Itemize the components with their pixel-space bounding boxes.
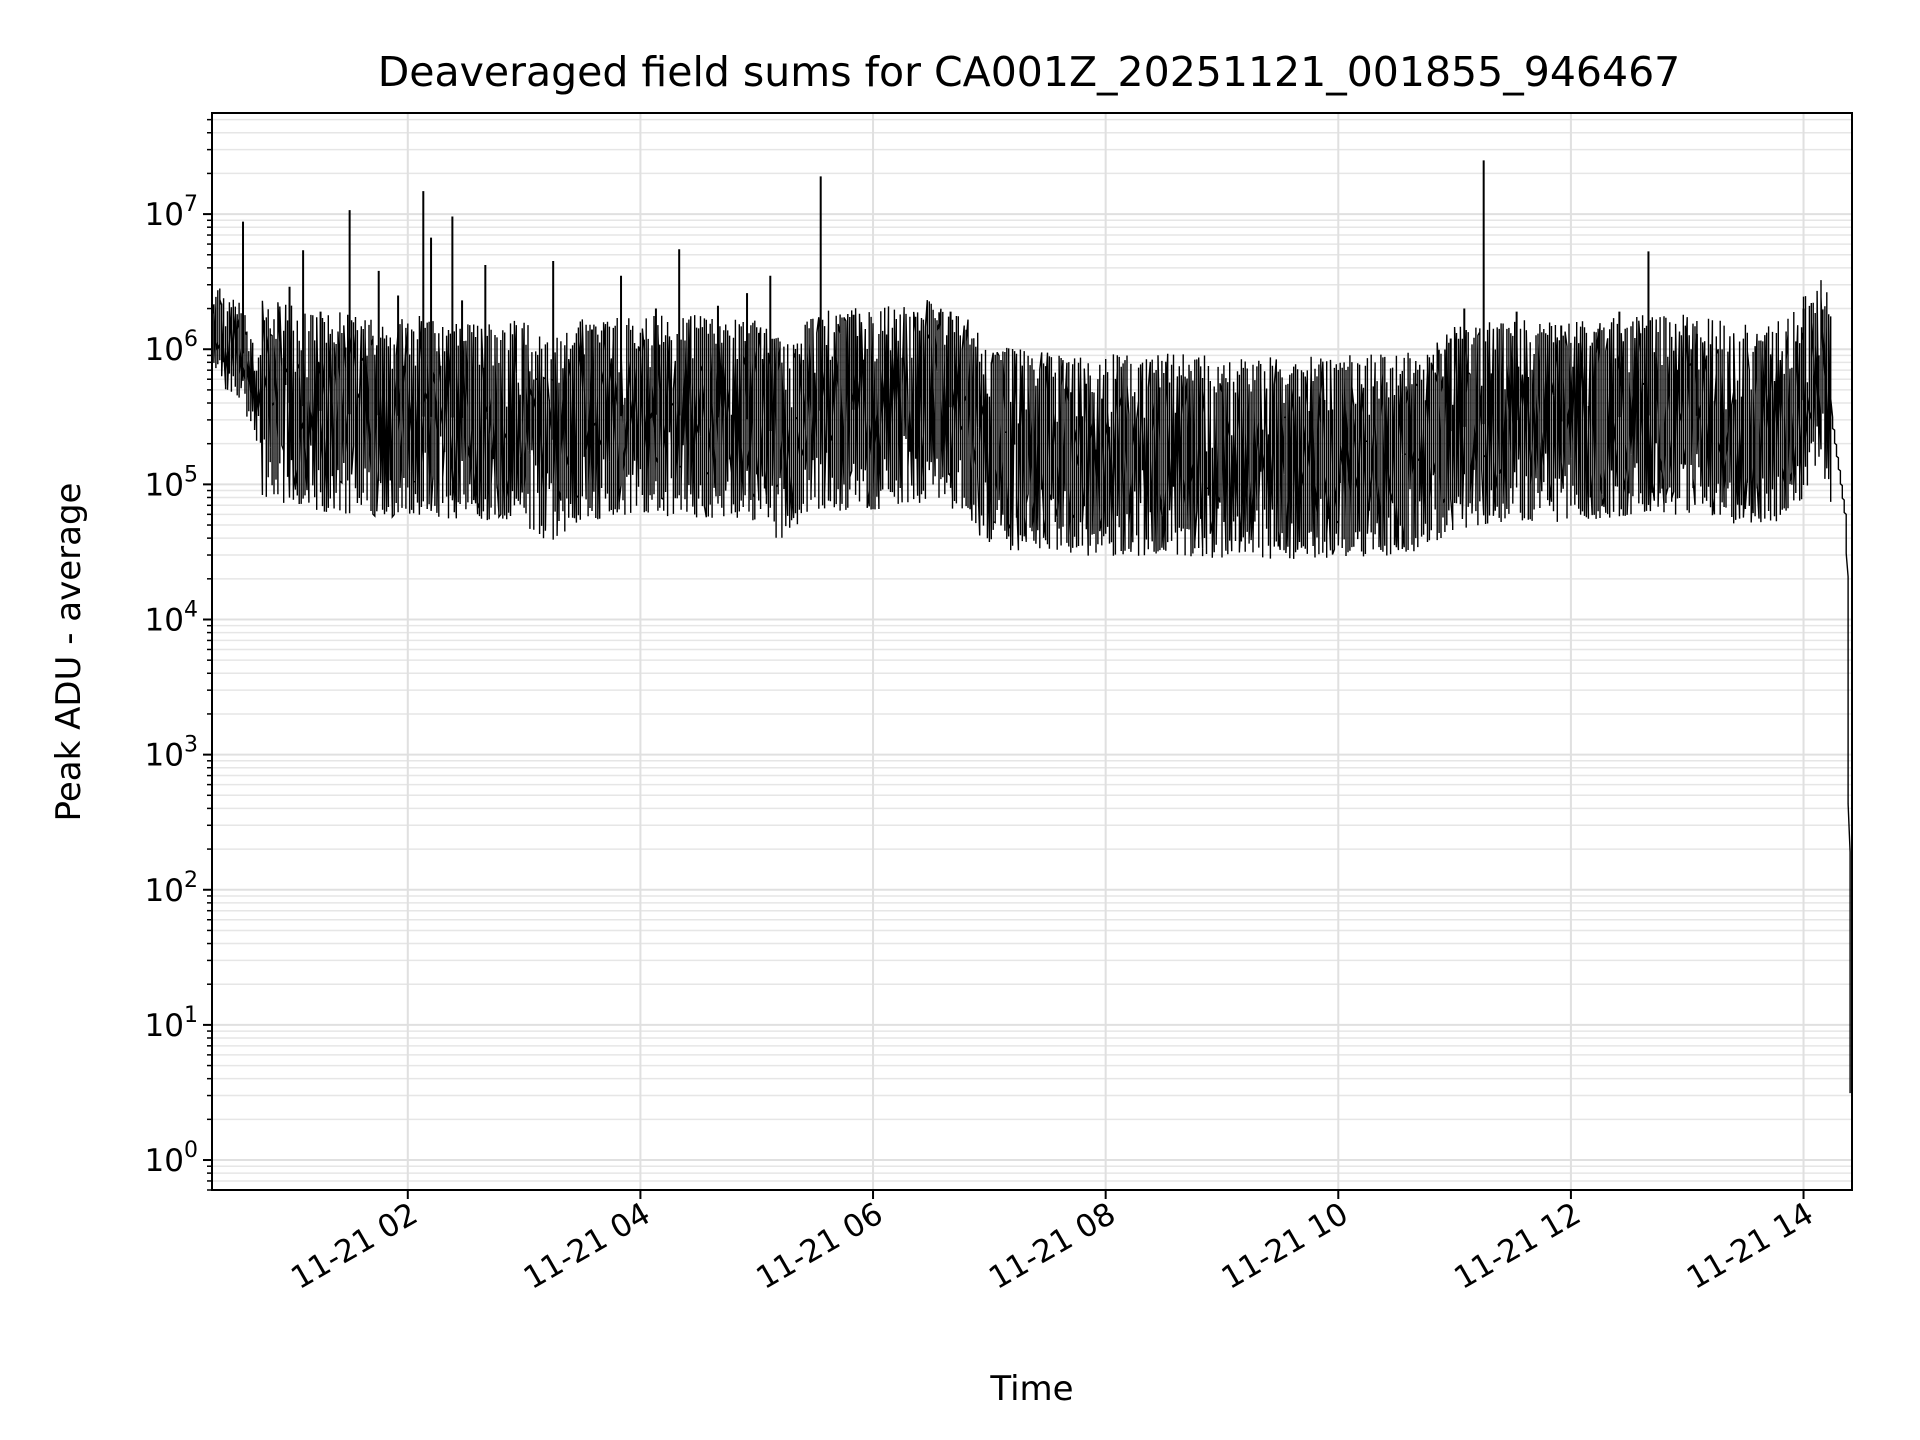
y-tick-label: 106	[145, 327, 198, 368]
y-tick-label: 102	[145, 868, 198, 909]
x-axis-title: Time	[989, 1369, 1073, 1409]
y-axis-title: Peak ADU - average	[49, 483, 89, 822]
y-tick-label: 105	[145, 462, 198, 503]
axes-frame	[211, 112, 1853, 1191]
y-tick-label: 100	[145, 1138, 198, 1179]
plot-area	[211, 160, 1851, 1094]
y-tick-label: 101	[145, 1003, 198, 1044]
y-axis: 100 101 102 103 104 105 106 107	[145, 118, 212, 1191]
y-tick-label: 103	[145, 733, 198, 774]
y-tick-label: 107	[145, 192, 198, 233]
grid	[212, 113, 1852, 1191]
chart-title: Deaveraged field sums for CA001Z_2025112…	[378, 48, 1681, 96]
y-tick-label: 104	[145, 597, 198, 638]
series-line	[211, 280, 1851, 1094]
